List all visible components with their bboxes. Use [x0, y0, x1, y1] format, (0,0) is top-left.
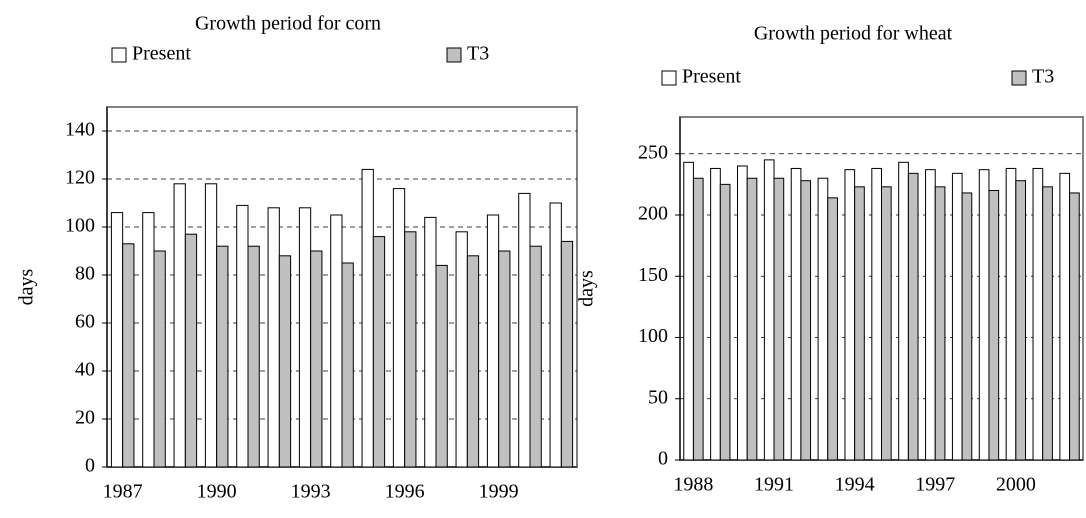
y-tick-label: 150	[638, 264, 668, 286]
y-tick-label: 100	[638, 325, 668, 347]
bar	[435, 264, 448, 468]
bar	[844, 169, 856, 461]
legend-label: T3	[467, 43, 489, 65]
bar	[773, 177, 785, 461]
bar	[827, 197, 838, 461]
bar	[298, 207, 312, 468]
bar	[549, 202, 562, 468]
bar	[236, 204, 249, 468]
bar	[518, 192, 531, 468]
chart-title: Growth period for corn	[195, 13, 381, 35]
bar	[330, 214, 343, 468]
bar	[763, 159, 775, 461]
bar	[988, 190, 1000, 461]
legend-swatch	[1011, 70, 1027, 86]
bar	[1032, 167, 1044, 461]
y-tick-label: 0	[85, 455, 95, 477]
bar	[153, 250, 166, 468]
legend-swatch	[661, 70, 677, 86]
x-tick-label: 1988	[673, 474, 713, 496]
bar	[372, 236, 386, 468]
bar	[310, 250, 323, 468]
bar	[122, 243, 135, 468]
bar	[719, 183, 731, 461]
bar	[466, 255, 480, 468]
bar	[951, 172, 963, 461]
bar	[173, 183, 186, 468]
bar	[404, 231, 417, 468]
bar	[710, 167, 721, 461]
bar	[455, 231, 468, 468]
bar	[278, 255, 292, 468]
y-axis-label: days	[576, 270, 598, 307]
bar	[341, 262, 354, 468]
bar	[1015, 180, 1027, 461]
y-tick-label: 100	[65, 215, 95, 237]
bar	[790, 167, 802, 461]
x-tick-label: 2000	[996, 474, 1036, 496]
bar	[204, 183, 218, 468]
bar	[881, 186, 892, 461]
bar	[560, 240, 574, 468]
y-tick-label: 0	[658, 448, 668, 470]
bar	[907, 172, 919, 461]
x-tick-label: 1994	[835, 474, 875, 496]
y-tick-label: 200	[638, 203, 668, 225]
bar	[142, 212, 155, 468]
bar	[498, 250, 511, 468]
bar	[486, 214, 500, 468]
chart-title: Growth period for wheat	[754, 23, 953, 45]
legend-label: Present	[682, 66, 741, 88]
bar	[934, 186, 946, 461]
bar	[692, 177, 704, 461]
bar	[529, 245, 542, 468]
bar	[184, 233, 198, 468]
y-tick-label: 120	[65, 167, 95, 189]
x-tick-label: 1987	[103, 481, 143, 503]
bar	[961, 192, 973, 461]
bar	[247, 245, 260, 468]
bar	[683, 161, 694, 461]
y-tick-label: 250	[638, 141, 668, 163]
y-tick-label: 80	[75, 263, 95, 285]
y-tick-label: 40	[75, 359, 95, 381]
bar	[736, 165, 748, 461]
bar	[1005, 167, 1017, 461]
bar	[267, 207, 280, 468]
bar	[898, 161, 909, 461]
x-tick-label: 1993	[291, 481, 331, 503]
bar	[392, 188, 406, 468]
bar	[424, 216, 437, 468]
bar	[817, 177, 829, 461]
legend-swatch	[446, 47, 462, 63]
bar	[1069, 192, 1080, 461]
bar	[978, 169, 990, 461]
x-tick-label: 1999	[479, 481, 519, 503]
legend-label: T3	[1032, 66, 1054, 88]
bar	[854, 186, 865, 461]
y-tick-label: 140	[65, 119, 95, 141]
y-axis-label: days	[16, 268, 38, 305]
x-tick-label: 1996	[385, 481, 425, 503]
bar	[361, 168, 374, 468]
y-tick-label: 20	[75, 407, 95, 429]
bar	[110, 212, 124, 468]
bar	[871, 167, 883, 461]
x-tick-label: 1991	[754, 474, 794, 496]
legend-label: Present	[132, 43, 191, 65]
legend-swatch	[111, 47, 127, 63]
bar	[925, 169, 936, 461]
bar	[746, 177, 758, 461]
x-tick-label: 1997	[915, 474, 955, 496]
bar	[216, 245, 229, 468]
bar	[800, 180, 812, 461]
bar	[1059, 172, 1071, 461]
y-tick-label: 50	[648, 386, 668, 408]
x-tick-label: 1990	[197, 481, 237, 503]
y-tick-label: 60	[75, 311, 95, 333]
bar	[1042, 186, 1053, 461]
